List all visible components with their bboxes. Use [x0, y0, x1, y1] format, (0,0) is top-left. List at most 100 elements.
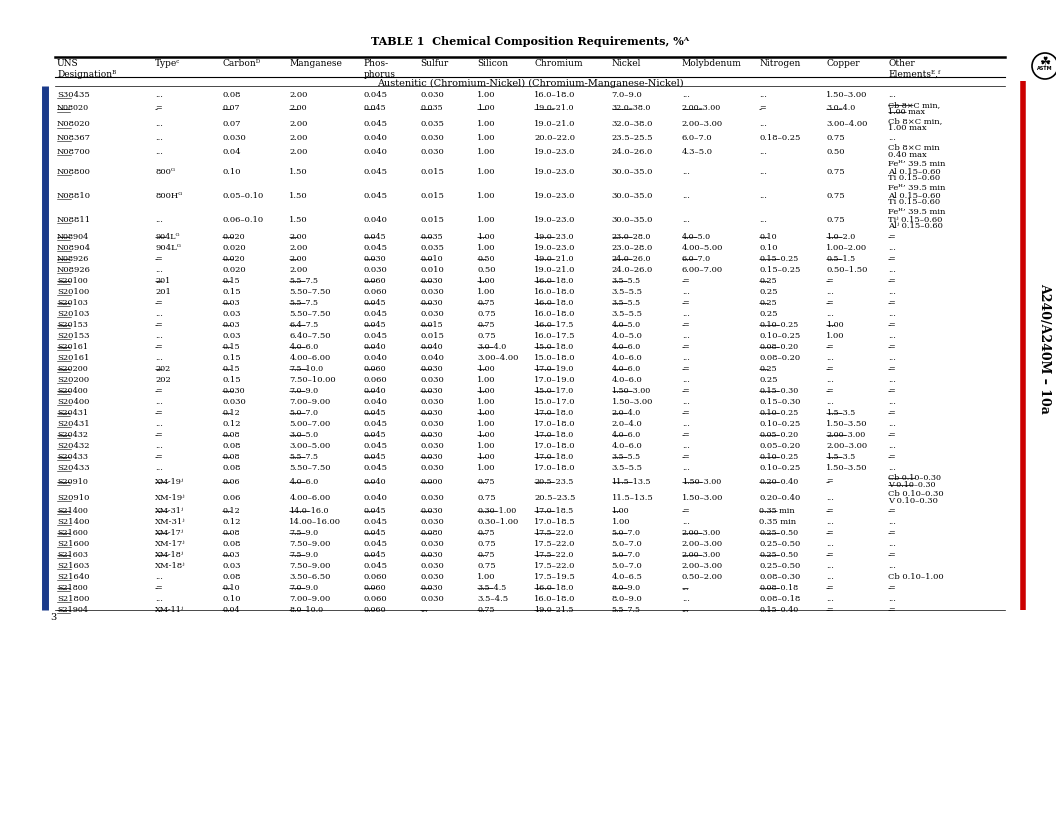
- Text: 1.50–3.00: 1.50–3.00: [611, 387, 650, 395]
- Text: 0.030: 0.030: [420, 277, 444, 285]
- Text: 7.0–9.0: 7.0–9.0: [289, 387, 319, 395]
- Text: S20161: S20161: [57, 343, 88, 351]
- Text: 2.00–3.00: 2.00–3.00: [682, 121, 723, 128]
- Text: 5.0–7.0: 5.0–7.0: [611, 551, 641, 559]
- Text: 1.00: 1.00: [477, 420, 495, 428]
- Text: 19.0–21.0: 19.0–21.0: [534, 266, 576, 274]
- Text: =: =: [682, 409, 689, 417]
- Text: 1.50–3.50: 1.50–3.50: [826, 464, 868, 472]
- Text: =: =: [888, 606, 895, 614]
- Text: S21600: S21600: [57, 529, 88, 537]
- Text: 1.00: 1.00: [477, 464, 495, 472]
- Text: 0.25: 0.25: [759, 310, 777, 318]
- Text: 3: 3: [50, 614, 56, 623]
- Text: XM-19ʲ: XM-19ʲ: [155, 494, 186, 502]
- Text: Nickel: Nickel: [611, 59, 641, 68]
- Text: XM-18ʲ: XM-18ʲ: [155, 562, 186, 570]
- Text: 11.5–13.5: 11.5–13.5: [611, 477, 650, 486]
- Text: 30.0–35.0: 30.0–35.0: [611, 167, 653, 175]
- Text: ...: ...: [682, 464, 690, 472]
- Text: N08700: N08700: [57, 148, 91, 156]
- Text: =: =: [682, 453, 689, 461]
- Text: 0.18–0.25: 0.18–0.25: [759, 134, 800, 142]
- Text: 0.030: 0.030: [420, 310, 445, 318]
- Text: =: =: [155, 299, 162, 307]
- Text: ...: ...: [682, 310, 690, 318]
- Text: 1.0–2.0: 1.0–2.0: [826, 233, 855, 241]
- Text: 0.030: 0.030: [420, 573, 445, 581]
- Text: 3.5–5.5: 3.5–5.5: [611, 277, 641, 285]
- Text: 1.00: 1.00: [477, 288, 495, 296]
- Text: 0.08: 0.08: [222, 464, 241, 472]
- Text: Cb 0.10–0.30: Cb 0.10–0.30: [888, 490, 944, 498]
- Text: S20153: S20153: [57, 332, 90, 340]
- Text: ...: ...: [682, 376, 690, 384]
- Text: 0.50: 0.50: [477, 255, 495, 263]
- Text: ...: ...: [826, 288, 834, 296]
- Text: 0.15–0.30: 0.15–0.30: [759, 398, 800, 406]
- Text: N08811: N08811: [57, 215, 91, 224]
- Text: ...: ...: [155, 573, 163, 581]
- Text: =: =: [888, 551, 895, 559]
- Text: 0.045: 0.045: [363, 453, 386, 461]
- Text: 4.0–6.0: 4.0–6.0: [611, 365, 641, 373]
- Text: 1.5–3.5: 1.5–3.5: [826, 409, 855, 417]
- Text: 0.08: 0.08: [222, 431, 240, 439]
- Text: 0.75: 0.75: [477, 494, 496, 502]
- Text: S20100: S20100: [57, 288, 90, 296]
- Text: 0.045: 0.045: [363, 540, 388, 548]
- Text: 3.00–5.00: 3.00–5.00: [289, 442, 331, 450]
- Text: ...: ...: [155, 354, 163, 362]
- Text: 0.15: 0.15: [222, 288, 241, 296]
- Text: 0.030: 0.030: [363, 255, 386, 263]
- Text: 1.00: 1.00: [477, 244, 495, 252]
- Text: 0.25–0.50: 0.25–0.50: [759, 562, 800, 570]
- Text: 0.030: 0.030: [420, 299, 444, 307]
- Text: 5.0–7.0: 5.0–7.0: [611, 540, 642, 548]
- Text: 16.0–18.0: 16.0–18.0: [534, 277, 573, 285]
- Text: 0.045: 0.045: [363, 233, 386, 241]
- Text: S20432: S20432: [57, 442, 90, 450]
- Text: 1.00: 1.00: [477, 431, 495, 439]
- Text: S20431: S20431: [57, 420, 90, 428]
- Text: 17.5–22.0: 17.5–22.0: [534, 562, 576, 570]
- Text: 17.0–19.0: 17.0–19.0: [534, 376, 576, 384]
- Text: XM-17ʲ: XM-17ʲ: [155, 540, 186, 548]
- Text: 0.045: 0.045: [363, 299, 386, 307]
- Text: =: =: [888, 431, 895, 439]
- Text: Feᴴ’ 39.5 min: Feᴴ’ 39.5 min: [888, 209, 945, 216]
- Text: 0.20–0.40: 0.20–0.40: [759, 477, 798, 486]
- Text: 0.030: 0.030: [420, 442, 445, 450]
- Text: ☘: ☘: [1039, 55, 1051, 69]
- Text: ...: ...: [826, 573, 834, 581]
- Text: 19.0–23.0: 19.0–23.0: [534, 215, 576, 224]
- Text: 0.010: 0.010: [420, 255, 444, 263]
- Text: ...: ...: [682, 584, 690, 592]
- Text: 1.5–3.5: 1.5–3.5: [826, 453, 855, 461]
- Text: 1.00: 1.00: [826, 332, 845, 340]
- Text: Phos-
phorus: Phos- phorus: [363, 59, 396, 79]
- Text: ...: ...: [155, 420, 163, 428]
- Text: =: =: [826, 606, 833, 614]
- Text: 19.0–23.0: 19.0–23.0: [534, 244, 576, 252]
- Text: 0.045: 0.045: [363, 310, 388, 318]
- Text: =: =: [682, 387, 689, 395]
- Text: 0.080: 0.080: [420, 529, 442, 537]
- Text: 0.15–0.30: 0.15–0.30: [759, 387, 798, 395]
- Text: 0.75: 0.75: [477, 477, 495, 486]
- Text: 7.5–9.0: 7.5–9.0: [289, 529, 319, 537]
- Text: A240/A240M – 10a: A240/A240M – 10a: [1038, 282, 1052, 414]
- Text: 17.0–18.0: 17.0–18.0: [534, 420, 576, 428]
- Text: 2.00–3.00: 2.00–3.00: [682, 551, 721, 559]
- Text: 2.00: 2.00: [289, 255, 307, 263]
- Text: ...: ...: [759, 215, 767, 224]
- Text: 1.00: 1.00: [477, 387, 495, 395]
- Text: ...: ...: [888, 266, 897, 274]
- Text: 5.5–7.5: 5.5–7.5: [611, 606, 641, 614]
- Text: Sulfur: Sulfur: [420, 59, 449, 68]
- Text: =: =: [682, 365, 689, 373]
- Text: 0.10–0.25: 0.10–0.25: [759, 409, 798, 417]
- Text: ...: ...: [682, 332, 690, 340]
- Text: 1.00 max: 1.00 max: [888, 124, 927, 132]
- Text: 6.0–7.0: 6.0–7.0: [682, 255, 711, 263]
